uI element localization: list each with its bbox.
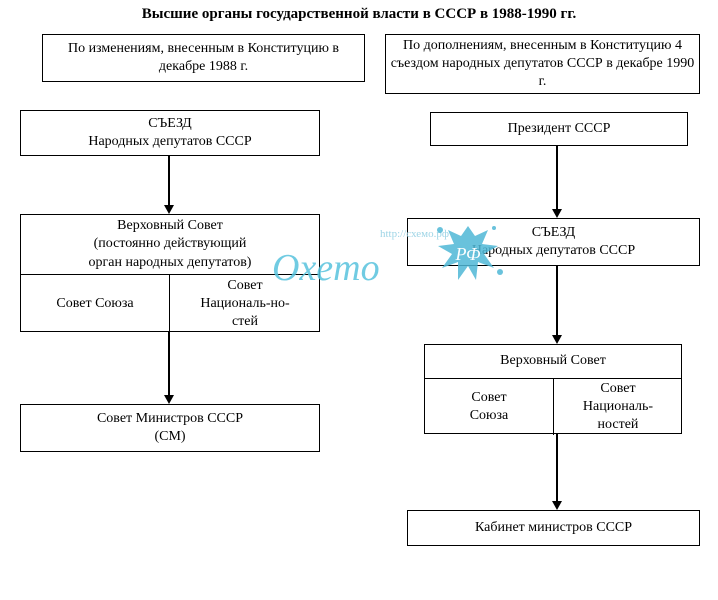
left-ministers-l2: (СМ) <box>154 428 185 446</box>
right-congress-l1: СЪЕЗД <box>532 224 575 242</box>
right-nations-l2: Националь- <box>583 398 653 416</box>
arrow-r2 <box>556 266 558 335</box>
right-cabinet-box: Кабинет министров СССР <box>407 510 700 546</box>
arrow-r2-head <box>552 335 562 344</box>
right-president-box: Президент СССР <box>430 112 688 146</box>
left-supreme-l2: (постоянно действующий <box>94 235 247 253</box>
right-cabinet-text: Кабинет министров СССР <box>475 519 632 537</box>
right-nations-l3: ностей <box>598 416 639 434</box>
right-union-l1: Совет <box>471 389 506 407</box>
left-union-text: Совет Союза <box>56 295 133 313</box>
right-supreme-box: Верховный Совет <box>424 344 682 378</box>
left-congress-l1: СЪЕЗД <box>148 115 191 133</box>
left-header-box: По изменениям, внесенным в Конституцию в… <box>42 34 365 82</box>
arrow-l1-head <box>164 205 174 214</box>
right-supreme-text: Верховный Совет <box>500 352 606 370</box>
page-title: Высшие органы государственной власти в С… <box>0 6 718 23</box>
left-congress-box: СЪЕЗД Народных депутатов СССР <box>20 110 320 156</box>
left-ministers-box: Совет Министров СССР (СМ) <box>20 404 320 452</box>
right-nations-l1: Совет <box>600 380 635 398</box>
left-chambers-box: Совет Союза Совет Националь-но- стей <box>20 274 320 332</box>
right-congress-box: СЪЕЗД Народных депутатов СССР <box>407 218 700 266</box>
arrow-l2-head <box>164 395 174 404</box>
arrow-l1 <box>168 156 170 205</box>
right-president-text: Президент СССР <box>508 120 611 138</box>
left-nations-l1: Совет <box>227 277 262 295</box>
left-supreme-l1: Верховный Совет <box>117 217 223 235</box>
right-header-box: По дополнениям, внесенным в Конституцию … <box>385 34 700 94</box>
left-nations-l3: стей <box>232 313 258 331</box>
left-ministers-l1: Совет Министров СССР <box>97 410 243 428</box>
left-nations-l2: Националь-но- <box>200 295 289 313</box>
right-chambers-box: Совет Союза Совет Националь- ностей <box>424 378 682 434</box>
arrow-l2 <box>168 332 170 395</box>
right-header-text: По дополнениям, внесенным в Конституцию … <box>390 37 695 92</box>
arrow-r3-head <box>552 501 562 510</box>
left-supreme-box: Верховный Совет (постоянно действующий о… <box>20 214 320 274</box>
right-congress-l2: Народных депутатов СССР <box>472 242 635 260</box>
left-congress-l2: Народных депутатов СССР <box>88 133 251 151</box>
arrow-r1-head <box>552 209 562 218</box>
arrow-r1 <box>556 146 558 209</box>
left-header-text: По изменениям, внесенным в Конституцию в… <box>47 40 360 76</box>
arrow-r3 <box>556 434 558 501</box>
left-supreme-l3: орган народных депутатов) <box>89 254 252 272</box>
right-union-l2: Союза <box>470 407 509 425</box>
